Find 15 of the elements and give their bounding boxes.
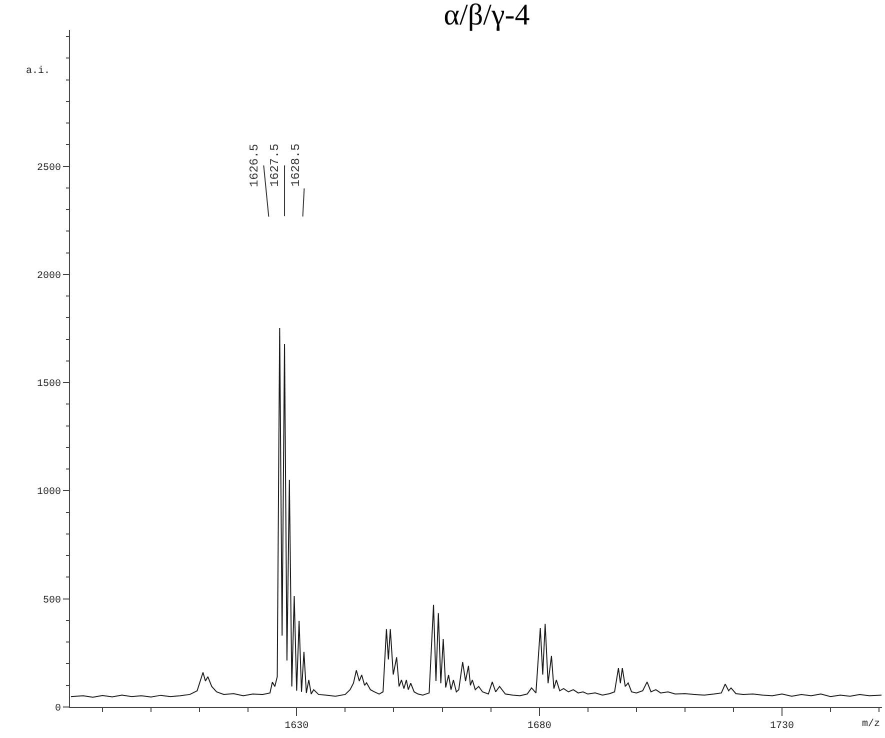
y-tick-label: 1500 [36, 379, 61, 390]
y-tick-label: 2500 [36, 162, 61, 174]
y-tick-label: 500 [42, 595, 61, 606]
annotation: 1628.5 [288, 144, 303, 187]
chart-title: α/β/γ-4 [444, 0, 530, 32]
y-axis-title: a.i. [26, 65, 50, 77]
line-series [70, 328, 882, 698]
y-tick-label: 0 [54, 704, 61, 714]
annotation: 1626.5 [247, 144, 262, 188]
x-tick-label: 1630 [284, 721, 309, 732]
x-tick-label: 1680 [527, 721, 552, 732]
x-axis-title: m/z [862, 718, 880, 730]
y-tick-label: 1000 [36, 487, 61, 498]
x-tick-label: 1730 [770, 721, 794, 732]
y-tick-label: 2000 [36, 270, 61, 282]
